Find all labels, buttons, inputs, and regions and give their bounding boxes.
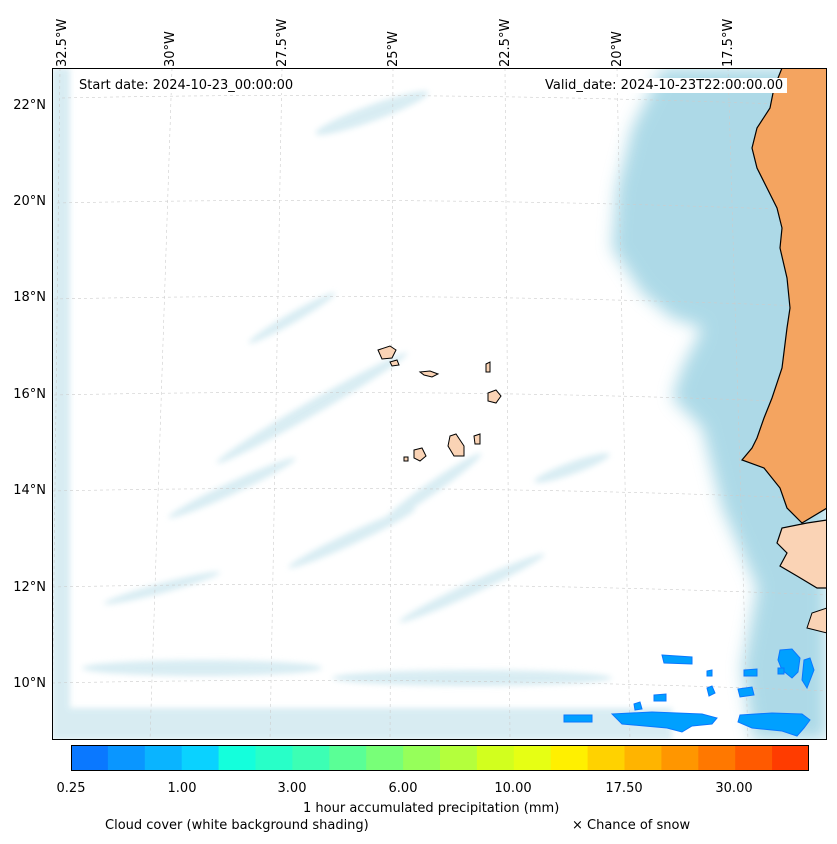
colorbar-swatch <box>513 745 552 771</box>
island-santo-antao <box>377 345 397 360</box>
weather-map <box>52 68 827 740</box>
island-sao-nicolau <box>418 370 440 378</box>
cloud-cover-legend: Cloud cover (white background shading) <box>105 818 369 833</box>
colorbar-tick-7: 30.00 <box>715 781 753 796</box>
colorbar-tick-3: 3.00 <box>277 781 307 796</box>
colorbar-swatch <box>403 745 441 771</box>
island-maio <box>473 433 481 445</box>
island-boa-vista <box>487 389 502 404</box>
start-date-label: Start date: 2024-10-23_00:00:00 <box>75 78 298 93</box>
island-sal <box>485 361 491 373</box>
colorbar-swatch <box>181 745 220 771</box>
africa-land <box>740 68 827 524</box>
island-fogo <box>413 447 427 462</box>
colorbar-swatch <box>144 745 183 771</box>
colorbar-tick-2: 1.00 <box>167 781 197 796</box>
lon-label-7: 17.5°W <box>721 18 736 67</box>
cloud-cover-east <box>612 68 827 740</box>
valid-date-label: Valid_date: 2024-10-23T22:00:00.00 <box>541 78 788 93</box>
precipitation <box>563 648 815 737</box>
lon-label-3: 27.5°W <box>275 18 290 67</box>
island-santiago <box>447 433 465 457</box>
colorbar-tick-5: 10.00 <box>494 781 532 796</box>
cape-verde-islands <box>377 345 502 462</box>
colorbar-swatch <box>661 745 699 771</box>
colorbar-swatch <box>587 745 625 771</box>
colorbar-swatch <box>255 745 293 771</box>
lon-label-1: 32.5°W <box>55 18 70 67</box>
graticule <box>52 68 827 740</box>
colorbar-swatch <box>366 745 404 771</box>
lat-label-1: 22°N <box>13 98 46 113</box>
island-brava <box>403 456 409 462</box>
lat-label-5: 14°N <box>13 483 46 498</box>
colorbar-swatch <box>292 745 330 771</box>
colorbar-swatch <box>440 745 478 771</box>
map-frame <box>52 68 827 740</box>
cloud-cover-streaks <box>52 68 672 740</box>
lat-label-3: 18°N <box>13 290 46 305</box>
precipitation-colorbar <box>71 745 809 771</box>
africa-land-south-2 <box>806 607 827 634</box>
lon-label-4: 25°W <box>386 31 401 67</box>
lon-label-2: 30°W <box>163 31 178 67</box>
colorbar-frame <box>71 745 809 771</box>
colorbar-swatch <box>107 745 146 771</box>
snow-legend: × Chance of snow <box>572 818 691 833</box>
lat-label-4: 16°N <box>13 387 46 402</box>
colorbar-swatch <box>624 745 662 771</box>
colorbar-swatch <box>772 745 809 771</box>
lat-label-6: 12°N <box>13 580 46 595</box>
lat-label-7: 10°N <box>13 676 46 691</box>
colorbar-swatch <box>476 745 515 771</box>
colorbar-tick-4: 6.00 <box>388 781 418 796</box>
colorbar-tick-6: 17.50 <box>605 781 643 796</box>
colorbar-swatch <box>735 745 773 771</box>
colorbar-label: 1 hour accumulated precipitation (mm) <box>303 801 560 816</box>
colorbar-swatch <box>218 745 256 771</box>
island-sao-vicente <box>389 359 400 367</box>
lon-label-5: 22.5°W <box>498 18 513 67</box>
lat-label-2: 20°N <box>13 194 46 209</box>
colorbar-swatch <box>329 745 367 771</box>
africa-land-south <box>776 519 827 589</box>
lon-label-6: 20°W <box>610 31 625 67</box>
colorbar-tick-1: 0.25 <box>56 781 86 796</box>
colorbar-swatch <box>71 745 109 771</box>
colorbar-swatch <box>698 745 736 771</box>
colorbar-swatch <box>550 745 589 771</box>
